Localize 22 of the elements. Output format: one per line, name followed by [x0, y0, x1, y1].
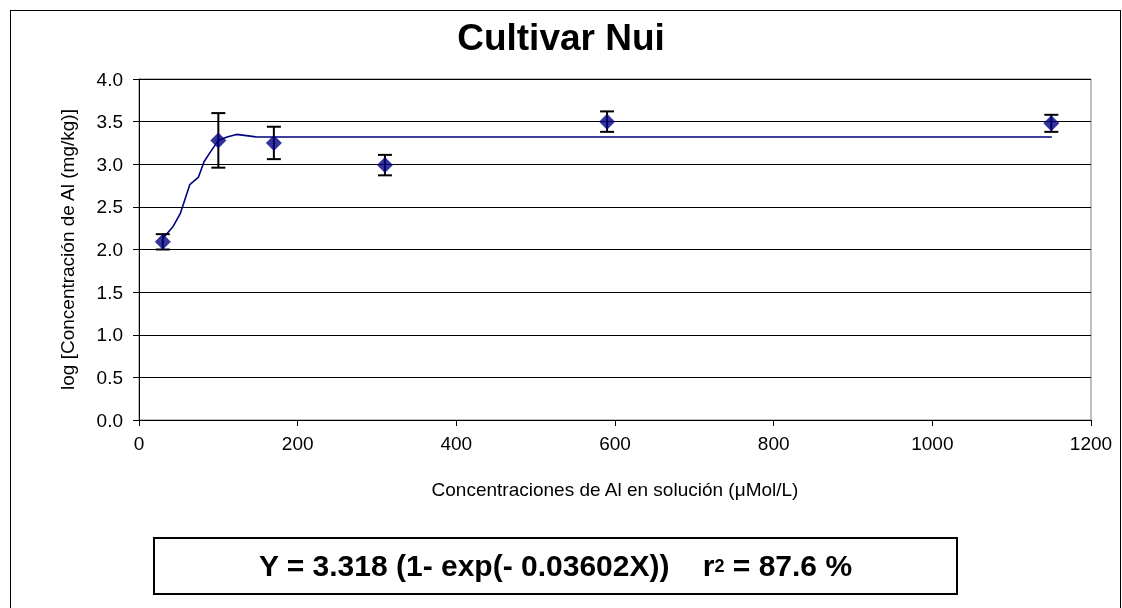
- point: [265, 134, 282, 151]
- y-tick-label: 3.5: [96, 111, 123, 133]
- x-tick-label: 400: [440, 433, 473, 454]
- x-tick-label: 0: [133, 433, 145, 454]
- y-tick-label: 3.0: [96, 153, 123, 175]
- y-tick-label: 0.5: [96, 366, 123, 388]
- y-tick-label: 1.5: [96, 281, 123, 303]
- x-tick-label: 1200: [1069, 433, 1113, 454]
- y-tick-label: 1.0: [96, 324, 123, 346]
- x-tick-label: 200: [281, 433, 314, 454]
- point: [376, 157, 393, 174]
- x-tick-label: 1000: [911, 433, 954, 454]
- y-tick-label: 4.0: [96, 68, 123, 90]
- y-tick-label: 2.5: [96, 196, 123, 218]
- y-tick-label: 0.0: [96, 409, 123, 431]
- x-axis-title: Concentraciones de Al en solución (μMol/L): [431, 479, 799, 500]
- x-tick-label: 800: [757, 433, 790, 454]
- point: [210, 132, 227, 149]
- y-tick-label: 2.0: [96, 239, 123, 260]
- x-tick-label: 600: [599, 433, 631, 454]
- chart-title: Cultivar Nui: [457, 17, 665, 58]
- y-axis-title: log [Concentración de Al (mg/kg)]: [57, 109, 78, 390]
